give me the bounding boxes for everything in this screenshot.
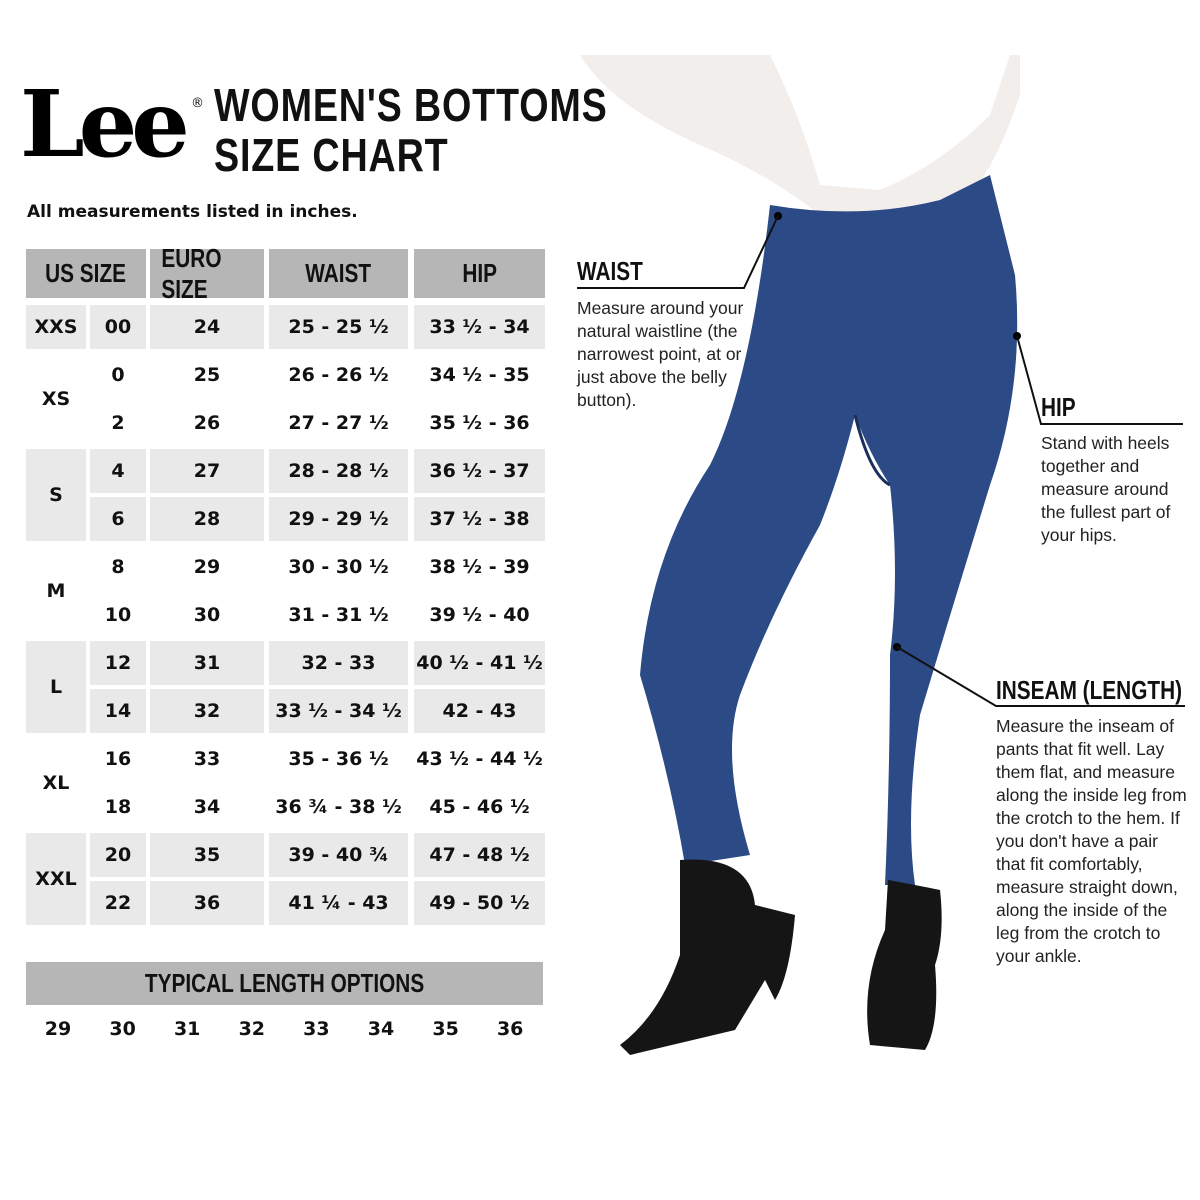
- cell-waist: 28 - 28 ½: [269, 449, 408, 493]
- cell-euro: 29: [193, 556, 221, 578]
- cell-hip: 49 - 50 ½: [414, 881, 545, 925]
- lee-logo: Lee: [20, 70, 190, 178]
- hip-callout-title: HIP: [1041, 392, 1076, 422]
- length-option: 30: [109, 1018, 136, 1040]
- cell-us: 18: [104, 796, 132, 818]
- cell-euro: 31: [150, 641, 264, 685]
- measurement-note: All measurements listed in inches.: [27, 202, 358, 222]
- size-letter-xxl: XXL: [26, 833, 86, 925]
- cell-us: 16: [104, 748, 132, 770]
- cell-us: 22: [90, 881, 146, 925]
- cell-hip: 40 ½ - 41 ½: [414, 641, 545, 685]
- cell-hip: 37 ½ - 38: [414, 497, 545, 541]
- cell-hip: 45 - 46 ½: [429, 796, 530, 818]
- cell-waist: 26 - 26 ½: [288, 364, 389, 386]
- jeans-model-image: [580, 55, 1020, 1055]
- cell-euro: 28: [150, 497, 264, 541]
- length-option: 32: [238, 1018, 266, 1040]
- cell-euro: 27: [150, 449, 264, 493]
- cell-euro: 24: [150, 305, 264, 349]
- length-options-header: TYPICAL LENGTH OPTIONS: [26, 962, 543, 1005]
- size-letter-xs: XS: [41, 388, 71, 410]
- cell-hip: 39 ½ - 40: [429, 604, 530, 626]
- cell-us: 8: [111, 556, 125, 578]
- cell-euro: 33: [193, 748, 221, 770]
- size-letter-xxs: XXS: [26, 305, 86, 349]
- cell-waist: 25 - 25 ½: [269, 305, 408, 349]
- cell-waist: 29 - 29 ½: [269, 497, 408, 541]
- cell-waist: 27 - 27 ½: [288, 412, 389, 434]
- title-line-2: SIZE CHART: [214, 129, 449, 181]
- page-title: WOMEN'S BOTTOMS SIZE CHART: [214, 80, 608, 180]
- size-letter-s: S: [26, 449, 86, 541]
- cell-euro: 25: [193, 364, 221, 386]
- cell-hip: 36 ½ - 37: [414, 449, 545, 493]
- cell-waist: 35 - 36 ½: [288, 748, 389, 770]
- cell-hip: 42 - 43: [414, 689, 545, 733]
- cell-us: 2: [111, 412, 125, 434]
- cell-waist: 30 - 30 ½: [288, 556, 389, 578]
- size-letter-xl: XL: [42, 772, 70, 794]
- cell-euro: 34: [193, 796, 221, 818]
- cell-us: 0: [111, 364, 125, 386]
- cell-waist: 31 - 31 ½: [288, 604, 389, 626]
- length-option: 31: [173, 1018, 201, 1040]
- length-option: 35: [432, 1018, 459, 1040]
- header-euro-size: EURO SIZE: [150, 243, 264, 304]
- inseam-callout-text: Measure the inseam of pants that fit wel…: [996, 716, 1187, 966]
- cell-hip: 38 ½ - 39: [429, 556, 530, 578]
- cell-euro: 26: [193, 412, 221, 434]
- cell-us: 4: [90, 449, 146, 493]
- cell-us: 14: [90, 689, 146, 733]
- cell-waist: 36 ¾ - 38 ½: [275, 796, 402, 818]
- cell-hip: 43 ½ - 44 ½: [416, 748, 543, 770]
- cell-hip: 47 - 48 ½: [414, 833, 545, 877]
- length-option: 34: [367, 1018, 395, 1040]
- cell-euro: 35: [150, 833, 264, 877]
- inseam-callout-title: INSEAM (LENGTH): [996, 675, 1183, 705]
- hip-callout-text: Stand with heels together and measure ar…: [1041, 433, 1171, 545]
- header-waist: WAIST: [269, 249, 408, 298]
- cell-euro: 32: [150, 689, 264, 733]
- cell-euro: 30: [193, 604, 221, 626]
- cell-waist: 39 - 40 ¾: [269, 833, 408, 877]
- cell-us: 20: [90, 833, 146, 877]
- length-option: 36: [496, 1018, 524, 1040]
- length-option: 33: [303, 1018, 330, 1040]
- waist-callout-text: Measure around your natural waistline (t…: [577, 298, 744, 410]
- cell-hip: 33 ½ - 34: [414, 305, 545, 349]
- length-option: 29: [44, 1018, 72, 1040]
- cell-waist: 33 ½ - 34 ½: [269, 689, 408, 733]
- size-letter-l: L: [26, 641, 86, 733]
- waist-callout-title: WAIST: [577, 256, 643, 286]
- cell-euro: 36: [150, 881, 264, 925]
- registered-mark: ®: [191, 96, 204, 111]
- cell-hip: 34 ½ - 35: [429, 364, 530, 386]
- cell-us: 00: [90, 305, 146, 349]
- header-hip: HIP: [414, 249, 545, 298]
- title-line-1: WOMEN'S BOTTOMS: [214, 79, 608, 131]
- cell-waist: 41 ¼ - 43: [269, 881, 408, 925]
- cell-us: 12: [90, 641, 146, 685]
- cell-hip: 35 ½ - 36: [429, 412, 530, 434]
- cell-us: 6: [90, 497, 146, 541]
- header-us-size: US SIZE: [26, 249, 146, 298]
- cell-waist: 32 - 33: [269, 641, 408, 685]
- size-letter-m: M: [46, 580, 66, 602]
- cell-us: 10: [104, 604, 132, 626]
